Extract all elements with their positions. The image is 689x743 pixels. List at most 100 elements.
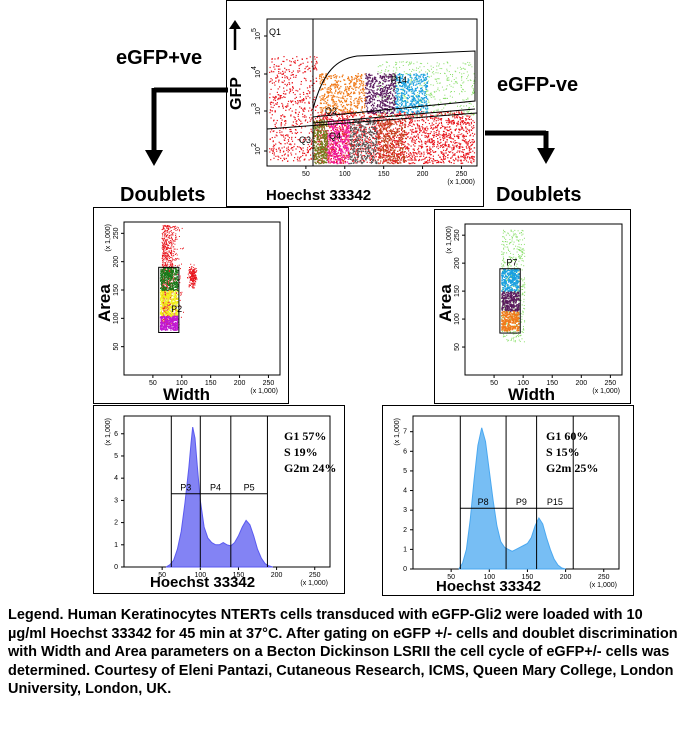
scatter-point bbox=[433, 96, 435, 98]
scatter-point bbox=[434, 151, 436, 153]
scatter-point bbox=[384, 159, 386, 161]
scatter-point bbox=[341, 114, 343, 116]
scatter-point bbox=[410, 79, 412, 81]
scatter-point bbox=[460, 125, 462, 127]
scatter-point bbox=[438, 104, 440, 106]
scatter-point bbox=[311, 132, 313, 134]
scatter-point bbox=[386, 155, 388, 157]
scatter-point bbox=[287, 100, 290, 102]
scatter-point bbox=[455, 145, 457, 147]
scatter-point bbox=[384, 105, 386, 107]
scatter-point bbox=[307, 147, 309, 149]
scatter-point bbox=[391, 112, 393, 114]
scatter-point bbox=[452, 112, 454, 114]
scatter-point bbox=[297, 115, 299, 117]
scatter-point bbox=[472, 157, 474, 159]
scatter-point bbox=[445, 145, 447, 147]
scatter-point bbox=[422, 77, 425, 79]
scatter-point bbox=[274, 58, 276, 60]
scatter-point bbox=[313, 133, 315, 135]
scatter-point bbox=[433, 145, 435, 147]
scatter-point bbox=[472, 85, 473, 86]
scatter-point bbox=[271, 58, 273, 60]
scatter-point bbox=[396, 136, 398, 138]
scatter-point bbox=[327, 159, 329, 162]
scatter-point bbox=[337, 158, 339, 160]
scatter-point bbox=[335, 107, 337, 109]
scatter-point bbox=[438, 117, 440, 119]
scatter-point bbox=[380, 141, 383, 143]
scatter-point bbox=[329, 155, 331, 157]
scatter-point bbox=[334, 125, 336, 127]
scatter-point bbox=[357, 132, 359, 134]
scatter-point bbox=[437, 138, 439, 140]
scatter-point bbox=[366, 107, 369, 109]
scatter-point bbox=[441, 124, 443, 126]
scatter-point bbox=[394, 92, 396, 94]
scatter-point bbox=[416, 155, 418, 158]
scatter-point bbox=[273, 144, 275, 146]
scatter-point bbox=[403, 83, 405, 85]
scatter-point bbox=[430, 127, 432, 129]
scatter-point bbox=[406, 98, 409, 100]
scatter-point bbox=[413, 153, 415, 155]
scatter-point bbox=[295, 153, 297, 155]
scatter-point bbox=[449, 146, 451, 148]
scatter-point bbox=[423, 162, 425, 164]
scatter-point bbox=[309, 148, 312, 150]
scatter-point bbox=[344, 90, 346, 92]
scatter-point bbox=[316, 128, 318, 130]
scatter-point bbox=[337, 155, 339, 157]
scatter-point bbox=[437, 145, 439, 147]
scatter-point bbox=[396, 121, 398, 123]
scatter-point bbox=[286, 76, 288, 78]
scatter-point bbox=[313, 99, 315, 101]
scatter-point bbox=[301, 127, 303, 129]
scatter-point bbox=[345, 147, 347, 150]
scatter-point bbox=[437, 141, 439, 143]
scatter-point bbox=[453, 119, 455, 121]
scatter-point bbox=[471, 157, 473, 159]
scatter-point bbox=[402, 61, 404, 63]
scatter-point bbox=[360, 109, 362, 111]
scatter-point bbox=[321, 124, 323, 126]
scatter-point bbox=[465, 123, 467, 125]
scatter-point bbox=[368, 75, 370, 77]
scatter-point bbox=[344, 88, 347, 90]
scatter-point bbox=[341, 110, 343, 112]
scatter-point bbox=[393, 109, 396, 112]
scatter-point bbox=[422, 76, 424, 78]
scatter-point bbox=[325, 118, 327, 120]
scatter-point bbox=[325, 142, 327, 145]
scatter-point bbox=[392, 100, 394, 102]
scatter-point bbox=[376, 92, 378, 94]
scatter-point bbox=[379, 65, 381, 67]
scatter-point bbox=[404, 86, 406, 89]
scatter-point bbox=[344, 121, 346, 123]
scatter-point bbox=[317, 159, 319, 162]
scatter-point bbox=[431, 115, 433, 117]
scatter-point bbox=[303, 159, 305, 161]
scatter-point bbox=[418, 160, 420, 162]
scatter-point bbox=[458, 146, 460, 148]
scatter-point bbox=[372, 95, 374, 97]
scatter-point bbox=[392, 111, 394, 113]
scatter-point bbox=[415, 79, 417, 81]
scatter-point bbox=[352, 88, 354, 90]
scatter-point bbox=[407, 112, 409, 114]
scatter-point bbox=[282, 134, 284, 136]
scatter-point bbox=[382, 89, 384, 91]
scatter-point bbox=[301, 58, 303, 60]
scatter-point bbox=[344, 83, 346, 85]
scatter-point bbox=[461, 156, 463, 158]
scatter-point bbox=[466, 115, 468, 117]
scatter-point bbox=[411, 157, 413, 159]
plot-frame bbox=[266, 18, 478, 167]
scatter-point bbox=[406, 73, 408, 75]
scatter-point bbox=[302, 140, 304, 142]
scatter-point bbox=[296, 158, 298, 160]
scatter-point bbox=[419, 62, 421, 64]
scatter-point bbox=[429, 152, 431, 154]
scatter-point bbox=[311, 65, 313, 67]
scatter-point bbox=[281, 102, 283, 105]
